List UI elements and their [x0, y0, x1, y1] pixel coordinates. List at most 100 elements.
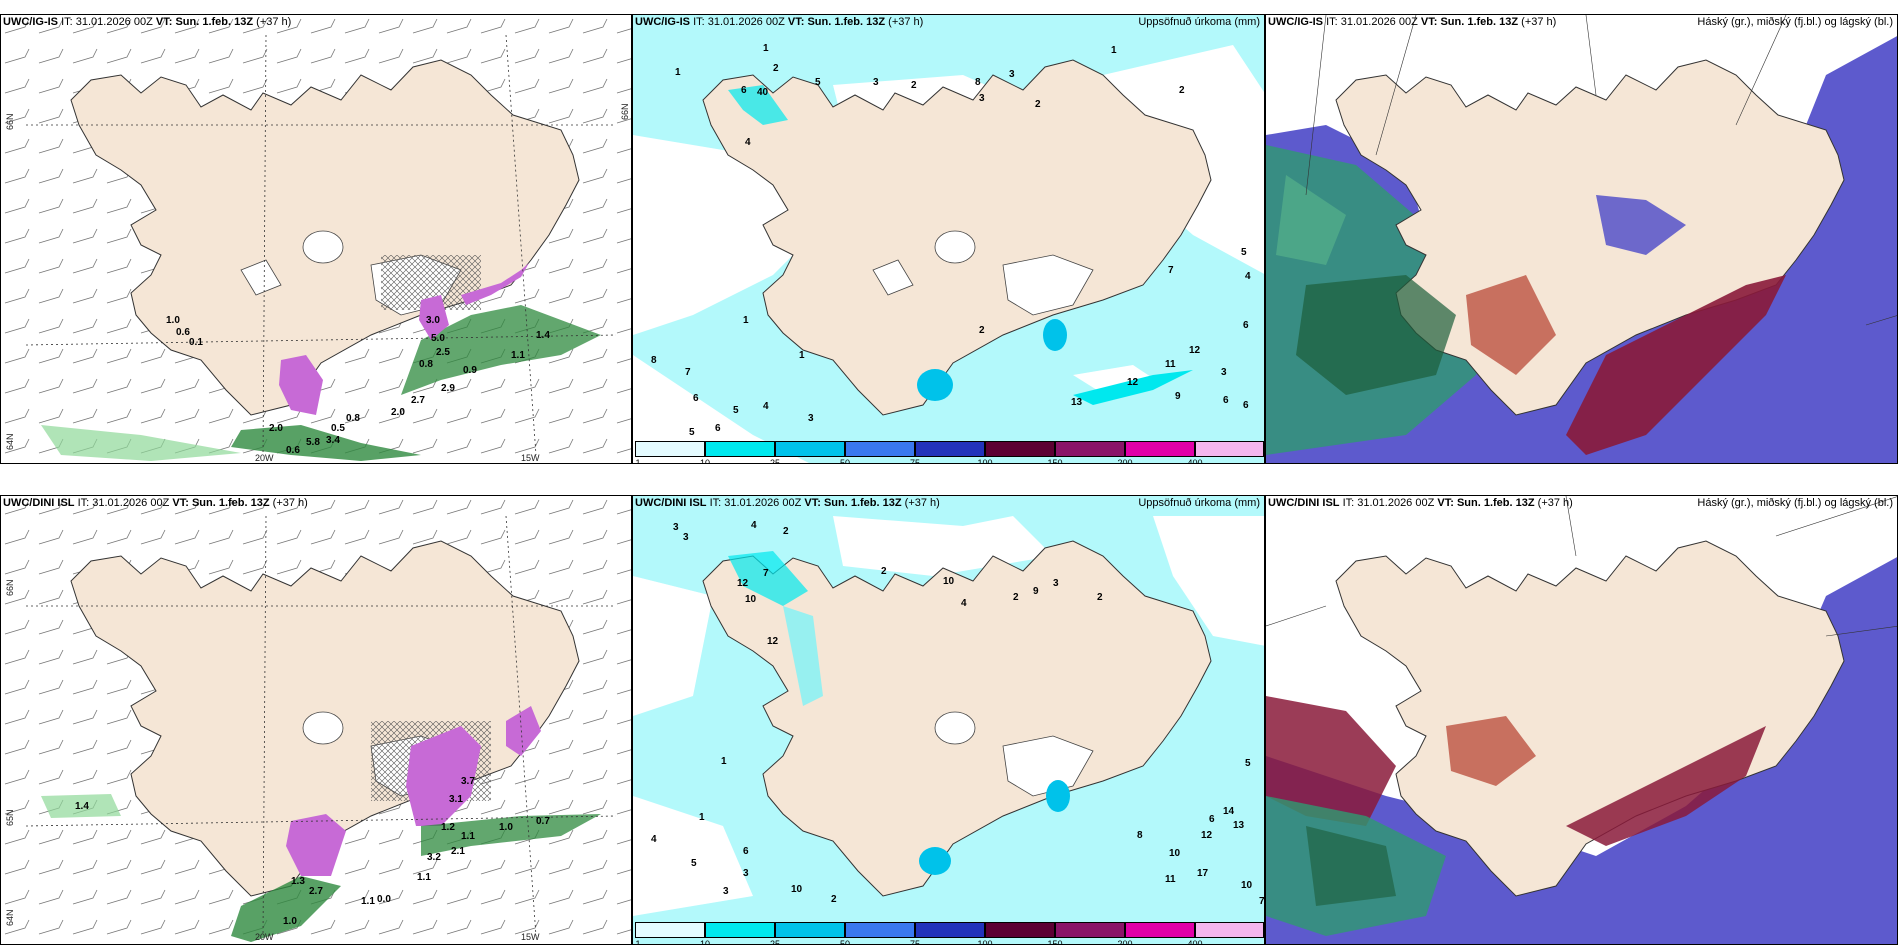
- colorbar-swatch: [1055, 922, 1125, 938]
- colorbar-tick: 200: [1117, 458, 1133, 464]
- graticule-64n: [25, 334, 617, 346]
- valid-time: Sun. 1.feb. 13Z: [1440, 16, 1519, 28]
- lead-time: (+37 h): [256, 16, 292, 28]
- precip-value: 1: [743, 315, 749, 326]
- valid-time: Sun. 1.feb. 13Z: [1456, 497, 1535, 509]
- precip-value: 13: [1233, 820, 1245, 831]
- graticule: [1305, 15, 1897, 326]
- precip-value: 3: [979, 93, 985, 104]
- snow-value: 0.5: [331, 423, 345, 434]
- init-time: 31.01.2026 00Z: [1340, 16, 1418, 28]
- field-title: Uppsöfnuð úrkoma (mm): [1138, 497, 1260, 509]
- glacier: [872, 259, 914, 296]
- model-name: UWC/IG-IS: [1268, 16, 1323, 28]
- snow-value: 0.6: [176, 327, 190, 338]
- colorbar-tick: 1: [635, 939, 641, 945]
- map-svg: [1266, 496, 1897, 944]
- precip-value: 11: [1165, 359, 1176, 370]
- precip-value: 8: [651, 355, 657, 366]
- init-label: IT:: [709, 497, 722, 509]
- glacier: [240, 259, 282, 296]
- snow-value: 2.5: [436, 347, 450, 358]
- precip-value: 1: [1111, 45, 1117, 56]
- snow-purple: [406, 726, 481, 826]
- snow-green: [231, 876, 341, 942]
- precip-value: 3: [743, 868, 749, 879]
- precip-value: 2: [1179, 85, 1185, 96]
- valid-time: Sun. 1.feb. 13Z: [807, 16, 886, 28]
- valid-label: VT:: [1420, 16, 1438, 28]
- field-title: Uppsöfnuð úrkoma (mm): [1138, 16, 1260, 28]
- colorbar-swatch: [635, 441, 705, 457]
- snow-value: 1.4: [536, 330, 550, 341]
- iceland-land: [1335, 540, 1845, 897]
- snow-green: [231, 425, 421, 461]
- precip-value: 17: [1197, 868, 1209, 879]
- precip-value: 6: [1209, 814, 1215, 825]
- precip-value: 13: [1071, 397, 1083, 408]
- precip-value: 12: [737, 578, 749, 589]
- precip-value: 10: [1241, 880, 1253, 891]
- mid-cloud: [1566, 726, 1766, 846]
- precip-value: 3: [1053, 578, 1059, 589]
- graticule-64n: [25, 815, 617, 827]
- snow-value: 1.0: [283, 916, 297, 927]
- snow-value: 2.1: [451, 846, 465, 857]
- precip-cyan: [728, 85, 788, 125]
- precip-value: 12: [767, 636, 779, 647]
- colorbar-tick: 150: [1047, 939, 1063, 945]
- panel-header: UWC/IG-IS IT: 31.01.2026 00Z VT: Sun. 1.…: [1268, 16, 1556, 28]
- snow-value: 1.3: [291, 876, 305, 887]
- precip-value: 6: [693, 393, 699, 404]
- colorbar-tick: 75: [909, 458, 921, 464]
- panel-header: UWC/DINI ISL IT: 31.01.2026 00Z VT: Sun.…: [3, 497, 308, 509]
- map-svg: [1, 15, 631, 463]
- lon-label-15w: 15W: [521, 932, 540, 942]
- precip-value: 1: [721, 756, 727, 767]
- model-name: UWC/IG-IS: [635, 16, 690, 28]
- precip-value: 12: [1201, 830, 1213, 841]
- precip-value: 6: [1223, 395, 1229, 406]
- lat-label-64n: 64N: [5, 909, 15, 926]
- glacier: [302, 230, 344, 264]
- precip-value: 1: [699, 812, 705, 823]
- snow-value: 0.6: [286, 445, 300, 456]
- field-title: Háský (gr.), miðský (fj.bl.) og lágský (…: [1697, 16, 1893, 28]
- precip-value: 2: [783, 526, 789, 537]
- model-name: UWC/IG-IS: [3, 16, 58, 28]
- colorbar-tick: 100: [977, 939, 993, 945]
- map-panel-snow-wind-bottom: UWC/DINI ISL IT: 31.01.2026 00Z VT: Sun.…: [0, 495, 632, 945]
- glacier: [1002, 254, 1094, 316]
- snow-value: 3.1: [449, 794, 463, 805]
- snow-value: 0.9: [463, 365, 477, 376]
- lead-time: (+37 h): [904, 497, 940, 509]
- lat-label-66n: 66N: [5, 579, 15, 596]
- lead-time: (+37 h): [272, 497, 308, 509]
- model-name: UWC/DINI ISL: [3, 497, 75, 509]
- colorbar-swatch: [915, 922, 985, 938]
- colorbar-swatch: [775, 441, 845, 457]
- precip-value: 40: [757, 87, 769, 98]
- colorbar-swatch: [1195, 441, 1264, 457]
- snow-value: 2.0: [269, 423, 283, 434]
- precip-value: 3: [673, 522, 679, 533]
- init-time: 31.01.2026 00Z: [1357, 497, 1435, 509]
- snow-value: 5.8: [306, 437, 320, 448]
- precip-value: 6: [1243, 400, 1249, 411]
- colorbar-swatch: [775, 922, 845, 938]
- mid-cloud: [1566, 275, 1786, 455]
- glacier: [934, 230, 976, 264]
- snow-purple: [506, 706, 541, 756]
- precip-value: 4: [745, 137, 751, 148]
- high-cloud: [1276, 175, 1346, 265]
- colorbar-tick: 50: [839, 939, 851, 945]
- colorbar-swatch: [985, 922, 1055, 938]
- snow-value: 1.1: [511, 350, 525, 361]
- precip-value: 3: [723, 886, 729, 897]
- precip-value: 3: [1009, 69, 1015, 80]
- precip-value: 9: [1175, 391, 1181, 402]
- colorbar-swatch: [985, 441, 1055, 457]
- snow-value: 2.0: [391, 407, 405, 418]
- mid-cloud: [1266, 696, 1396, 826]
- precip-value: 6: [743, 846, 749, 857]
